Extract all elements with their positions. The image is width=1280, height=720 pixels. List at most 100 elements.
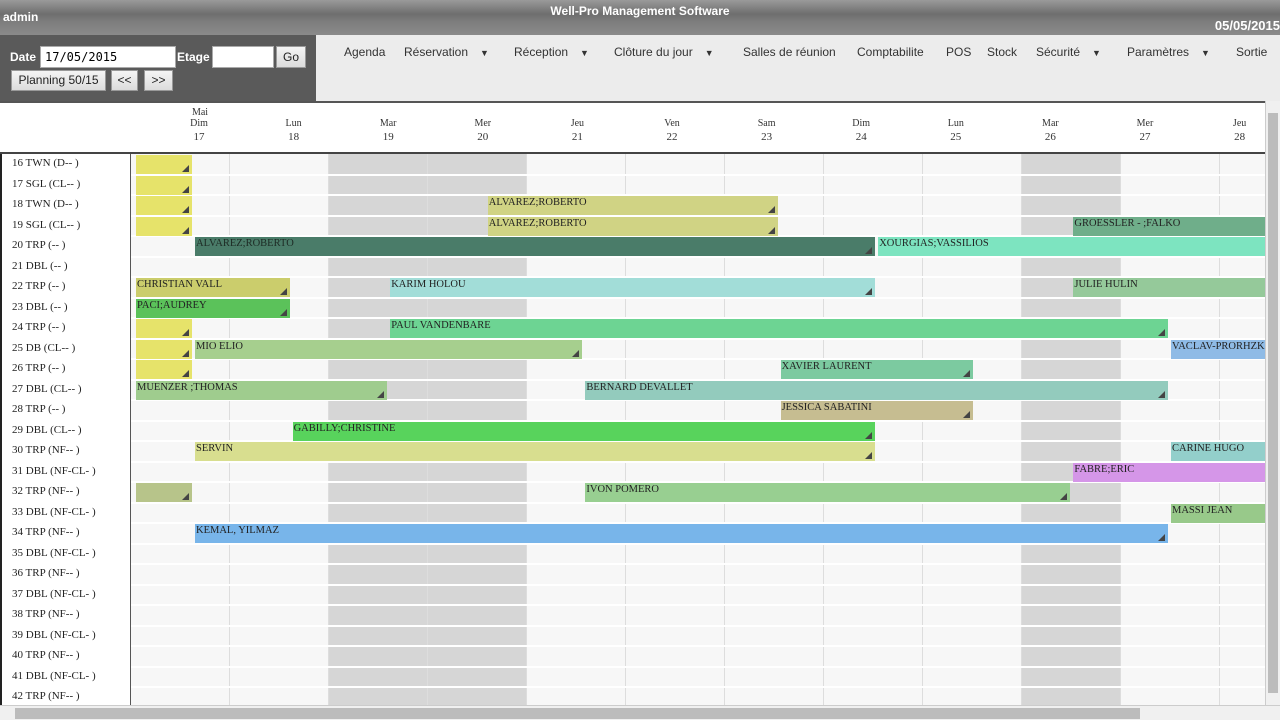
menu-item-stock[interactable]: Stock: [987, 45, 1017, 59]
resize-handle-icon[interactable]: [767, 226, 775, 234]
resize-handle-icon[interactable]: [865, 452, 873, 459]
room-label[interactable]: 40 TRP (NF-- ): [12, 649, 80, 661]
resize-handle-icon[interactable]: [1060, 493, 1068, 500]
room-label[interactable]: 17 SGL (CL-- ): [12, 177, 81, 190]
booking-bar[interactable]: [136, 175, 192, 195]
resize-handle-icon[interactable]: [962, 411, 970, 418]
room-label[interactable]: 37 DBL (NF-CL- ): [12, 587, 96, 600]
menu-item-comptabilite[interactable]: Comptabilite: [857, 45, 924, 59]
resize-handle-icon[interactable]: [767, 206, 775, 213]
booking-bar[interactable]: [136, 339, 192, 359]
room-label[interactable]: 42 TRP (NF-- ): [12, 690, 80, 702]
resize-handle-icon[interactable]: [865, 288, 873, 295]
booking-bar[interactable]: CARINE HUGO: [1171, 442, 1265, 461]
room-label[interactable]: 24 TRP (-- ): [12, 321, 66, 333]
menu-item-clôture-du-jour[interactable]: Clôture du jour ▼: [614, 45, 714, 59]
resize-handle-icon[interactable]: [182, 329, 189, 336]
vertical-scrollbar[interactable]: [1265, 101, 1280, 705]
resize-handle-icon[interactable]: [1158, 534, 1165, 541]
room-label[interactable]: 36 TRP (NF-- ): [12, 567, 80, 579]
room-label[interactable]: 21 DBL (-- ): [12, 259, 68, 272]
booking-bar[interactable]: KEMAL, YILMAZ: [195, 524, 1168, 543]
floor-input[interactable]: [212, 46, 274, 68]
booking-bar[interactable]: VACLAV-PRORHZK.: [1171, 339, 1265, 359]
previous-week-button[interactable]: <<: [111, 70, 138, 91]
room-label[interactable]: 30 TRP (NF-- ): [12, 444, 80, 456]
date-input[interactable]: [40, 46, 176, 68]
menu-item-réservation[interactable]: Réservation ▼: [404, 45, 489, 59]
menu-item-sécurité[interactable]: Sécurité ▼: [1036, 45, 1101, 59]
booking-bar[interactable]: PAUL VANDENBARE: [390, 319, 1168, 338]
room-label[interactable]: 34 TRP (NF-- ): [12, 526, 80, 538]
booking-bar[interactable]: [136, 483, 192, 502]
booking-bar[interactable]: ALVAREZ;ROBERTO: [195, 237, 876, 256]
menu-item-pos[interactable]: POS: [946, 45, 971, 59]
room-label[interactable]: 22 TRP (-- ): [12, 280, 66, 292]
booking-bar[interactable]: FABRE;ERIC: [1073, 462, 1265, 482]
room-label[interactable]: 25 DB (CL-- ): [12, 341, 76, 354]
booking-bar[interactable]: PACI;AUDREY: [136, 298, 290, 318]
booking-bar[interactable]: ALVAREZ;ROBERTO: [487, 216, 778, 236]
room-label[interactable]: 23 DBL (-- ): [12, 300, 68, 313]
booking-bar[interactable]: XOURGIAS;VASSILIOS: [878, 237, 1265, 256]
booking-bar[interactable]: CHRISTIAN VALL: [136, 278, 290, 297]
room-label[interactable]: 29 DBL (CL-- ): [12, 423, 82, 436]
resize-handle-icon[interactable]: [182, 349, 189, 357]
booking-bar[interactable]: MIO ELIO: [195, 339, 583, 359]
room-label[interactable]: 28 TRP (-- ): [12, 403, 66, 415]
booking-bar[interactable]: ALVAREZ;ROBERTO: [487, 196, 778, 215]
booking-bar[interactable]: [136, 360, 192, 379]
resize-handle-icon[interactable]: [572, 349, 580, 357]
resize-handle-icon[interactable]: [182, 185, 189, 193]
menu-item-agenda[interactable]: Agenda: [344, 45, 385, 59]
room-label[interactable]: 38 TRP (NF-- ): [12, 608, 80, 620]
room-label[interactable]: 20 TRP (-- ): [12, 239, 66, 251]
room-label[interactable]: 32 TRP (NF-- ): [12, 485, 80, 497]
resize-handle-icon[interactable]: [182, 493, 189, 500]
go-button[interactable]: Go: [276, 46, 306, 68]
booking-bar[interactable]: SERVIN: [195, 442, 876, 461]
horizontal-scrollbar[interactable]: [0, 705, 1280, 720]
menu-item-paramètres[interactable]: Paramètres ▼: [1127, 45, 1210, 59]
booking-bar[interactable]: IVON POMERO: [585, 483, 1071, 502]
resize-handle-icon[interactable]: [865, 247, 873, 254]
room-label[interactable]: 27 DBL (CL-- ): [12, 382, 82, 395]
menu-item-sortie[interactable]: Sortie: [1236, 45, 1267, 59]
menu-item-réception[interactable]: Réception ▼: [514, 45, 589, 59]
room-label[interactable]: 41 DBL (NF-CL- ): [12, 669, 96, 682]
room-label[interactable]: 26 TRP (-- ): [12, 362, 66, 374]
resize-handle-icon[interactable]: [377, 390, 385, 398]
room-label[interactable]: 19 SGL (CL-- ): [12, 218, 81, 231]
resize-handle-icon[interactable]: [865, 431, 873, 439]
booking-bar[interactable]: KARIM HOLOU: [390, 278, 876, 297]
resize-handle-icon[interactable]: [1157, 329, 1165, 336]
booking-bar[interactable]: BERNARD DEVALLET: [585, 380, 1168, 400]
resize-handle-icon[interactable]: [182, 370, 189, 377]
room-label[interactable]: 31 DBL (NF-CL- ): [12, 464, 96, 477]
scroll-thumb[interactable]: [1268, 113, 1278, 693]
booking-bar[interactable]: MASSI JEAN: [1171, 503, 1265, 523]
resize-handle-icon[interactable]: [182, 206, 189, 213]
booking-bar[interactable]: JESSICA SABATINI: [780, 401, 973, 420]
room-label[interactable]: 39 DBL (NF-CL- ): [12, 628, 96, 641]
next-week-button[interactable]: >>: [144, 70, 173, 91]
resize-handle-icon[interactable]: [1157, 390, 1165, 398]
resize-handle-icon[interactable]: [279, 308, 287, 316]
booking-bar[interactable]: XAVIER LAURENT: [780, 360, 973, 379]
booking-bar[interactable]: [136, 196, 192, 215]
room-label[interactable]: 35 DBL (NF-CL- ): [12, 546, 96, 559]
booking-bar[interactable]: [136, 319, 192, 338]
booking-bar[interactable]: GROESSLER - ;FALKO: [1073, 216, 1265, 236]
booking-bar[interactable]: MUENZER ;THOMAS: [136, 380, 388, 400]
booking-bar[interactable]: [136, 216, 192, 236]
planning-button[interactable]: Planning 50/15: [11, 70, 106, 91]
scroll-thumb[interactable]: [15, 708, 1140, 719]
booking-bar[interactable]: GABILLY;CHRISTINE: [292, 421, 876, 441]
resize-handle-icon[interactable]: [279, 288, 287, 295]
booking-bar[interactable]: [136, 155, 192, 174]
resize-handle-icon[interactable]: [182, 226, 189, 234]
resize-handle-icon[interactable]: [182, 165, 189, 172]
room-label[interactable]: 18 TWN (D-- ): [12, 198, 79, 210]
room-label[interactable]: 16 TWN (D-- ): [12, 157, 79, 169]
booking-bar[interactable]: JULIE HULIN: [1073, 278, 1265, 297]
